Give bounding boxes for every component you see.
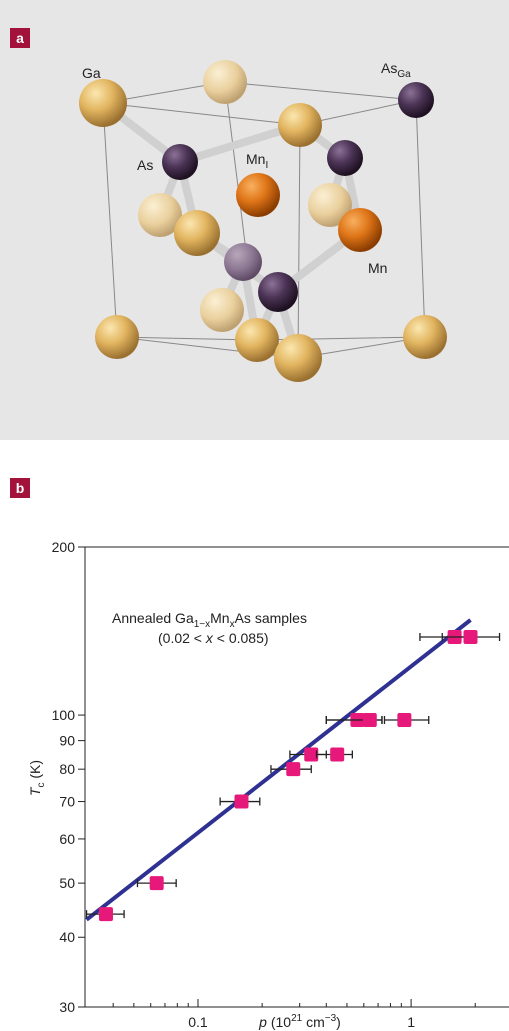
x-axis-label: p (1021 cm−3) <box>258 1013 341 1030</box>
point <box>99 907 113 921</box>
text-part: cm <box>302 1014 325 1030</box>
text-part: ) <box>336 1014 341 1030</box>
text-part: Mn <box>368 260 387 276</box>
text-part: I <box>265 160 268 171</box>
y-tick-label: 200 <box>52 539 76 555</box>
text-part: p <box>258 1014 267 1030</box>
text-part: Mn <box>246 151 265 167</box>
text-part: Mn <box>210 610 229 626</box>
text-part: As <box>137 157 153 173</box>
y-tick-label: 90 <box>59 733 75 749</box>
panel-label: b <box>16 480 25 496</box>
atom-label: Mn <box>368 260 387 276</box>
panel-label: a <box>16 30 24 46</box>
text-part: As samples <box>235 610 307 626</box>
x-tick-label: 0.1 <box>188 1014 208 1030</box>
text-part: (10 <box>267 1014 291 1030</box>
text-part: < 0.085) <box>213 630 269 646</box>
text-part: −3 <box>325 1013 337 1024</box>
text-part: (K) <box>27 760 43 783</box>
text-part: Ga <box>82 65 101 81</box>
point <box>234 795 248 809</box>
text-part: 21 <box>291 1013 303 1024</box>
point <box>330 747 344 761</box>
point <box>150 876 164 890</box>
annotation: Annealed Ga1−xMnxAs samples <box>112 610 307 630</box>
y-tick-label: 80 <box>59 761 75 777</box>
page: {"panels": ["a", "b"], "diagram": {"labe… <box>0 0 509 1031</box>
fit-line <box>87 620 471 920</box>
y-tick-label: 70 <box>59 794 75 810</box>
text-part: 1−x <box>194 619 210 630</box>
text-part: (0.02 < <box>158 630 206 646</box>
text-part: As <box>381 60 397 76</box>
atom-label: Ga <box>82 65 101 81</box>
point <box>363 713 377 727</box>
y-tick-label: 30 <box>59 999 75 1015</box>
plot: 30 40 50 60 70 80 90 100 200 0.1 1 Annealed Ga1−xMn… <box>27 539 509 1030</box>
text-part: Ga <box>397 69 411 80</box>
annotation: (0.02 < x < 0.085) <box>158 630 269 646</box>
y-tick-label: 50 <box>59 875 75 891</box>
point <box>464 630 478 644</box>
point <box>286 762 300 776</box>
y-axis-label: Tc (K) <box>27 760 47 796</box>
y-tick-label: 60 <box>59 831 75 847</box>
y-tick-label: 100 <box>52 707 76 723</box>
point <box>397 713 411 727</box>
figure: a Ga As MnI AsGa Mn b <box>0 0 509 1031</box>
panel-a-background <box>0 0 509 440</box>
atom-label: As <box>137 157 153 173</box>
text-part: Annealed Ga <box>112 610 194 626</box>
y-tick-label: 40 <box>59 929 75 945</box>
x-tick-label: 1 <box>407 1014 415 1030</box>
